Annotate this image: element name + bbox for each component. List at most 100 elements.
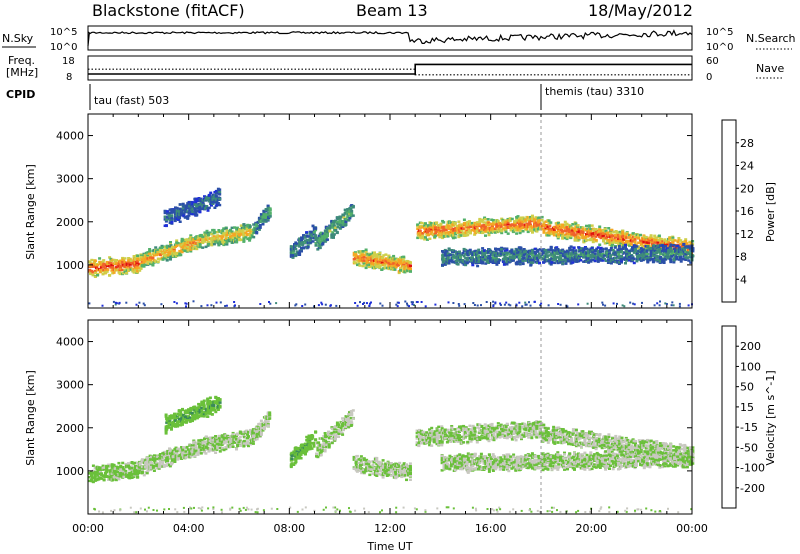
power-echo-cell <box>620 261 623 264</box>
power-echo-cell <box>334 229 338 232</box>
power-echo-cell <box>139 267 143 270</box>
power-echo-cell <box>250 234 254 238</box>
power-echo-cell <box>466 231 470 234</box>
power-echo-cell <box>188 208 192 212</box>
power-echo-cell <box>160 246 164 249</box>
power-echo-cell <box>207 237 210 241</box>
power-echo-cell <box>191 201 195 204</box>
power-echo-cell <box>168 221 172 225</box>
power-echo-cell <box>242 228 246 231</box>
power-echo-cell <box>177 218 181 221</box>
power-echo-cell <box>519 254 523 257</box>
power-echo-cell <box>614 251 618 254</box>
power-echo-cell <box>180 237 184 241</box>
power-scatter-cell <box>395 303 398 306</box>
power-echo-cell <box>441 250 445 254</box>
power-echo-cell <box>646 253 650 256</box>
power-ytick-label: 2000 <box>56 216 84 229</box>
power-echo-cell <box>178 216 182 220</box>
power-echo-cell <box>674 253 677 257</box>
power-echo-cell <box>375 255 379 258</box>
noise-right-tick-low: 10^0 <box>706 42 733 53</box>
power-echo-cell <box>633 235 637 239</box>
power-echo-cell <box>543 260 547 263</box>
power-echo-cell <box>148 252 152 256</box>
power-echo-cell <box>326 230 329 234</box>
power-echo-cell <box>111 266 115 269</box>
power-echo-cell <box>593 259 597 262</box>
power-echo-cell <box>462 250 466 253</box>
power-echo-cell <box>616 259 620 263</box>
power-echo-cell <box>561 231 565 235</box>
power-echo-cell <box>93 262 96 266</box>
power-echo-cell <box>536 249 540 252</box>
power-echo-cell <box>449 225 453 228</box>
power-echo-cell <box>522 256 526 259</box>
power-echo-cell <box>198 245 202 249</box>
power-echo-cell <box>448 259 452 262</box>
power-echo-cell <box>478 231 482 234</box>
power-echo-cell <box>216 237 220 241</box>
power-echo-cell <box>553 261 557 265</box>
power-echo-cell <box>606 259 610 262</box>
power-echo-cell <box>222 232 226 235</box>
noise-sky-label: N.Sky <box>2 32 34 45</box>
power-echo-cell <box>478 217 482 221</box>
power-echo-cell <box>246 225 250 228</box>
power-echo-cell <box>539 226 543 229</box>
power-echo-cell <box>389 258 393 261</box>
power-echo-cell <box>641 252 645 255</box>
power-echo-cell <box>199 207 203 211</box>
power-echo-cell <box>653 234 657 238</box>
power-echo-cell <box>208 243 212 246</box>
power-echo-cell <box>661 242 665 245</box>
power-echo-cell <box>591 258 595 262</box>
power-echo-cell <box>652 244 656 247</box>
power-echo-cell <box>679 255 683 259</box>
power-echo-cell <box>610 244 614 248</box>
power-echo-cell <box>266 218 270 221</box>
power-scatter-cell <box>557 303 560 305</box>
power-echo-cell <box>179 208 183 211</box>
power-echo-cell <box>165 259 169 262</box>
power-echo-cell <box>378 261 382 264</box>
power-echo-cell <box>449 231 453 235</box>
power-echo-cell <box>195 214 199 217</box>
power-echo-cell <box>455 228 459 231</box>
power-echo-cell <box>196 210 200 213</box>
power-scatter-cell <box>397 301 400 304</box>
power-echo-cell <box>601 252 605 256</box>
power-echo-cell <box>163 254 167 258</box>
power-echo-cell <box>146 262 150 265</box>
power-echo-cell <box>90 258 94 262</box>
power-echo-cell <box>557 233 560 236</box>
power-echo-cell <box>420 221 424 225</box>
power-echo-cell <box>127 264 131 267</box>
power-echo-cell <box>589 259 593 262</box>
power-echo-cell <box>521 262 525 266</box>
power-echo-cell <box>328 229 332 233</box>
power-scatter-cell <box>499 304 502 306</box>
power-echo-cell <box>136 257 140 261</box>
power-echo-cell <box>475 261 478 265</box>
power-colorbar-tick-label: 28 <box>740 137 754 150</box>
power-echo-cell <box>500 252 504 256</box>
power-echo-cell <box>186 216 190 219</box>
power-echo-cell <box>312 231 316 234</box>
power-echo-cell <box>221 235 225 238</box>
power-echo-cell <box>206 209 210 212</box>
power-echo-cell <box>489 260 493 263</box>
power-echo-cell <box>579 249 583 252</box>
power-echo-cell <box>216 202 220 205</box>
power-echo-cell <box>257 228 261 231</box>
power-scatter-cell <box>447 301 450 304</box>
power-echo-cell <box>214 199 218 202</box>
power-echo-cell <box>660 238 663 241</box>
power-echo-cell <box>174 215 177 218</box>
power-echo-cell <box>291 253 295 257</box>
power-echo-cell <box>575 256 579 259</box>
power-echo-cell <box>534 255 538 258</box>
power-echo-cell <box>620 258 623 261</box>
power-echo-cell <box>671 238 675 242</box>
power-echo-cell <box>192 240 196 243</box>
